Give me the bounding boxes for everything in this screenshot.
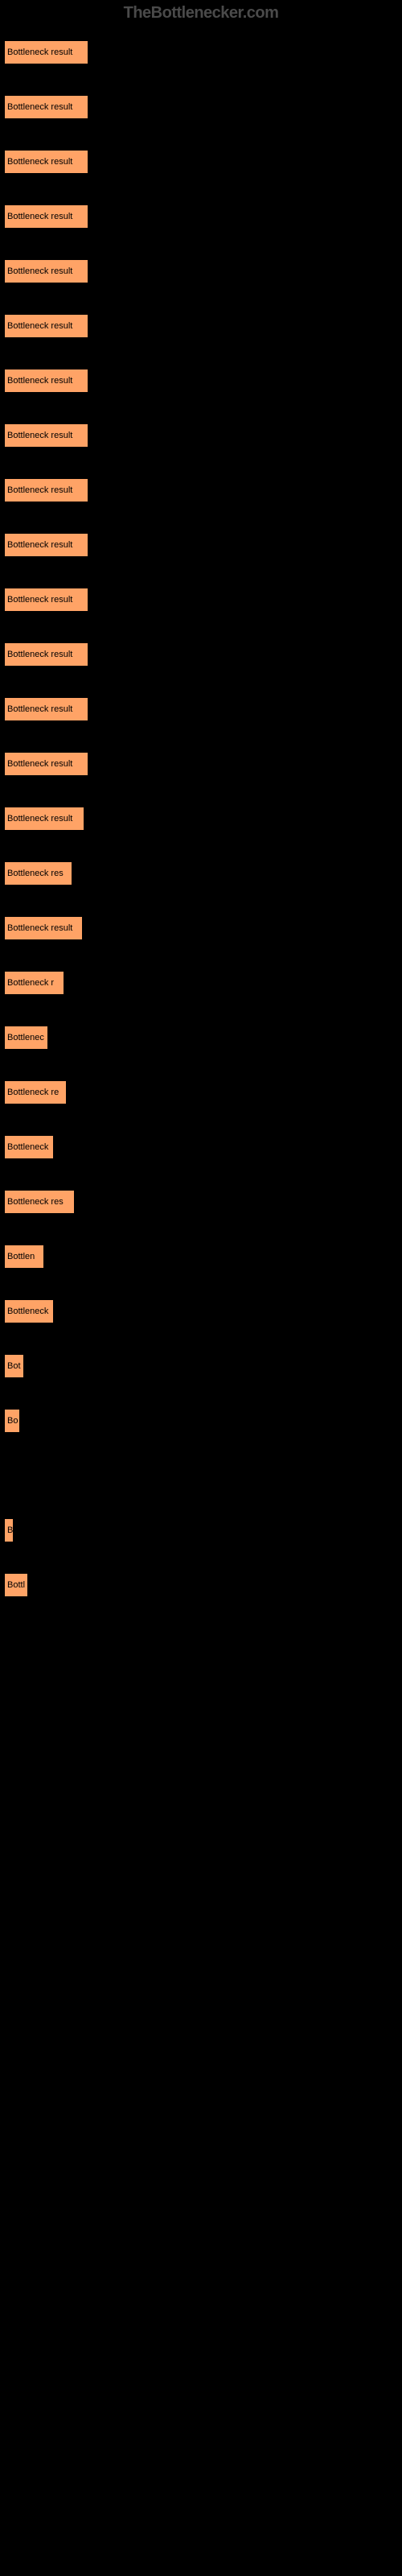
bar-text: Bottleneck result bbox=[7, 47, 72, 57]
chart-bar: Bottleneck result bbox=[4, 533, 88, 557]
bar-text: Bottleneck result bbox=[7, 704, 72, 714]
bar-row: Bottleneck re bbox=[4, 1068, 402, 1123]
chart-bar: Bottleneck result bbox=[4, 588, 88, 612]
bar-text: Bottlenec bbox=[7, 1033, 44, 1042]
chart-container: Bottleneck result Bottleneck result Bottle… bbox=[0, 0, 402, 1938]
chart-bar: Bottleneck result bbox=[4, 204, 88, 229]
bar-row: Bot bbox=[4, 1342, 402, 1397]
bar-row: Bottleneck r bbox=[4, 959, 402, 1013]
bar-row: Bottleneck result bbox=[4, 28, 402, 83]
chart-bar: Bo bbox=[4, 1409, 20, 1433]
chart-bar: B bbox=[4, 1518, 14, 1542]
bar-text: Bottleneck result bbox=[7, 540, 72, 550]
bar-row: Bottleneck result bbox=[4, 83, 402, 138]
bars-area: Bottleneck result Bottleneck result Bottle… bbox=[4, 28, 402, 1616]
chart-bar: Bottl bbox=[4, 1573, 28, 1597]
chart-bar: Bottleneck re bbox=[4, 1080, 67, 1104]
chart-bar: Bottleneck result bbox=[4, 40, 88, 64]
chart-bar: Bottleneck bbox=[4, 1299, 54, 1323]
bar-row: Bo bbox=[4, 1397, 402, 1451]
chart-bar: Bottleneck result bbox=[4, 259, 88, 283]
bar-row: Bottleneck result bbox=[4, 521, 402, 576]
chart-bar: Bottleneck result bbox=[4, 916, 83, 940]
bar-row: Bottleneck result bbox=[4, 630, 402, 685]
bar-text: Bottleneck result bbox=[7, 157, 72, 167]
bar-row: Bottleneck result bbox=[4, 466, 402, 521]
bar-text: Bottleneck result bbox=[7, 923, 72, 933]
bar-row: Bottleneck result bbox=[4, 357, 402, 411]
chart-bar: Bottleneck result bbox=[4, 95, 88, 119]
chart-bar: Bottleneck result bbox=[4, 752, 88, 776]
bar-row: Bottleneck result bbox=[4, 192, 402, 247]
chart-bar: Bottleneck result bbox=[4, 369, 88, 393]
bar-row: Bottleneck result bbox=[4, 576, 402, 630]
bar-text: Bottleneck result bbox=[7, 431, 72, 440]
bar-text: Bottleneck bbox=[7, 1307, 48, 1316]
bar-text: Bottleneck result bbox=[7, 650, 72, 659]
chart-bar: Bottleneck bbox=[4, 1135, 54, 1159]
bar-row: Bottleneck result bbox=[4, 685, 402, 740]
chart-bar: Bottleneck result bbox=[4, 642, 88, 667]
chart-bar: Bottlen bbox=[4, 1245, 44, 1269]
bar-text: Bottleneck bbox=[7, 1142, 48, 1152]
bar-row: Bottlenec bbox=[4, 1013, 402, 1068]
chart-bar: Bottleneck result bbox=[4, 807, 84, 831]
bar-text: Bottleneck result bbox=[7, 102, 72, 112]
bar-row: Bottleneck result bbox=[4, 138, 402, 192]
bar-row: Bottleneck bbox=[4, 1287, 402, 1342]
chart-bar: Bottleneck result bbox=[4, 150, 88, 174]
bar-row: Bottleneck bbox=[4, 1123, 402, 1178]
chart-bar: Bottleneck result bbox=[4, 697, 88, 721]
bar-row: Bottleneck result bbox=[4, 411, 402, 466]
chart-bar: Bottlenec bbox=[4, 1026, 48, 1050]
bar-text: Bottlen bbox=[7, 1252, 35, 1261]
bar-row: Bottleneck result bbox=[4, 795, 402, 849]
bar-row: Bottlen bbox=[4, 1232, 402, 1287]
chart-bar: Bottleneck r bbox=[4, 971, 64, 995]
axis-area bbox=[4, 1616, 402, 1938]
bar-text: B bbox=[7, 1525, 13, 1535]
chart-bar: Bottleneck res bbox=[4, 1190, 75, 1214]
bar-row: Bottleneck result bbox=[4, 247, 402, 302]
bar-text: Bottleneck result bbox=[7, 485, 72, 495]
bar-row bbox=[4, 1451, 402, 1506]
bar-text: Bottl bbox=[7, 1580, 25, 1590]
chart-bar: Bot bbox=[4, 1354, 24, 1378]
bar-text: Bottleneck result bbox=[7, 759, 72, 769]
chart-bar: Bottleneck result bbox=[4, 423, 88, 448]
bar-text: Bottleneck result bbox=[7, 595, 72, 605]
chart-bar: Bottleneck result bbox=[4, 314, 88, 338]
bar-row: Bottleneck res bbox=[4, 849, 402, 904]
bar-row: Bottleneck result bbox=[4, 740, 402, 795]
bar-text: Bot bbox=[7, 1361, 21, 1371]
bar-row: Bottleneck result bbox=[4, 904, 402, 959]
bar-text: Bottleneck res bbox=[7, 869, 64, 878]
bar-row: B bbox=[4, 1506, 402, 1561]
bar-row: Bottleneck result bbox=[4, 302, 402, 357]
bar-text: Bottleneck r bbox=[7, 978, 54, 988]
bar-text: Bottleneck result bbox=[7, 266, 72, 276]
bar-text: Bo bbox=[7, 1416, 18, 1426]
bar-text: Bottleneck result bbox=[7, 376, 72, 386]
bar-text: Bottleneck res bbox=[7, 1197, 64, 1207]
chart-bar: Bottleneck result bbox=[4, 478, 88, 502]
bar-text: Bottleneck result bbox=[7, 321, 72, 331]
bar-row: Bottl bbox=[4, 1561, 402, 1616]
bar-text: Bottleneck result bbox=[7, 814, 72, 824]
bar-text: Bottleneck re bbox=[7, 1088, 59, 1097]
bar-text: Bottleneck result bbox=[7, 212, 72, 221]
bar-row: Bottleneck res bbox=[4, 1178, 402, 1232]
chart-bar: Bottleneck res bbox=[4, 861, 72, 886]
